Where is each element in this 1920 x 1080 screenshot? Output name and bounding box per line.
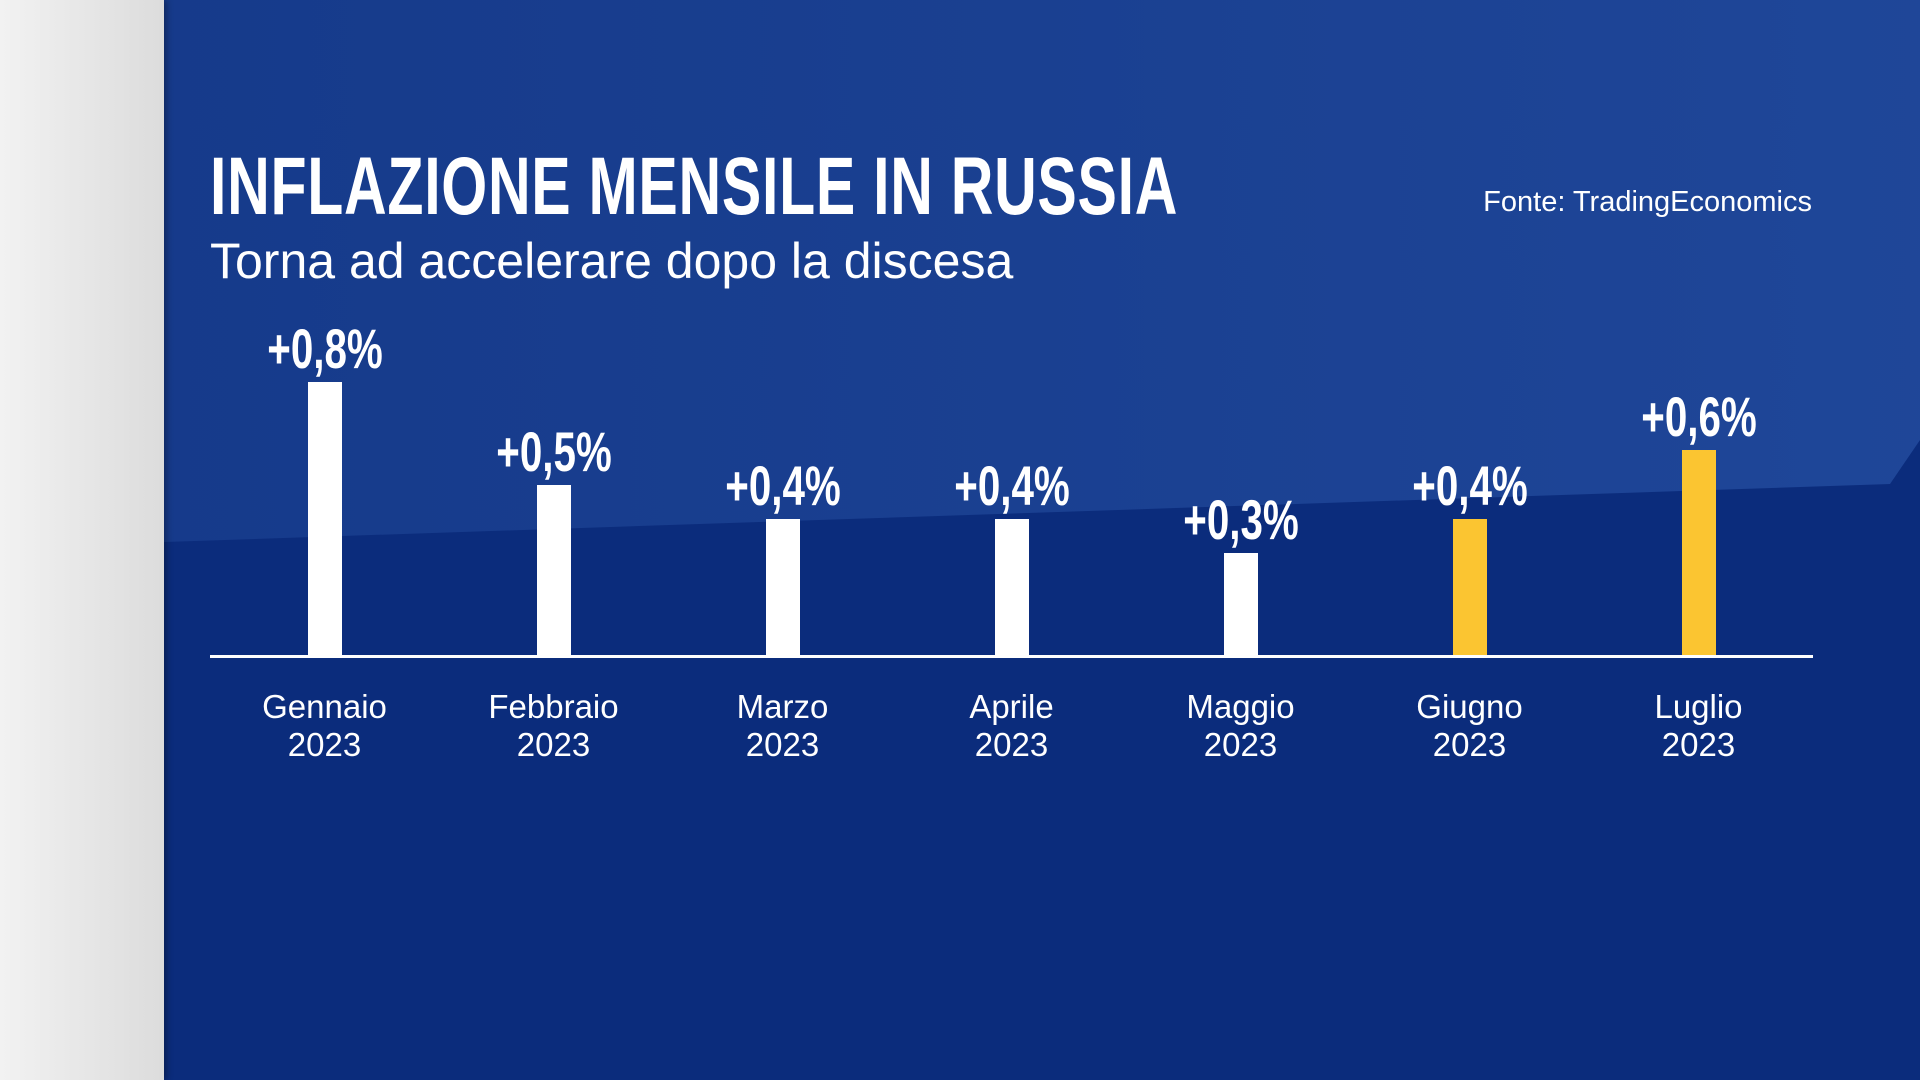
value-label: +0,8% [266,317,383,381]
source: Fonte: TradingEconomics [1483,186,1812,218]
bar [1452,518,1487,655]
bar [765,518,800,655]
x-tick-label: Marzo 2023 [736,688,829,763]
value-label: +0,6% [1640,385,1757,449]
x-tick-label: Giugno 2023 [1416,688,1523,763]
value-label: +0,3% [1182,487,1299,551]
value-label: +0,4% [953,453,1070,517]
chart-subtitle: Torna ad accelerare dopo la discesa [210,233,1014,289]
value-label: +0,4% [1411,453,1528,517]
value-label: +0,5% [495,419,612,483]
x-tick-label: Luglio 2023 [1654,688,1743,763]
baseline [210,655,1813,658]
bar [1681,450,1716,655]
value-label: +0,4% [724,453,841,517]
x-tick-label: Gennaio 2023 [262,688,387,763]
side-panel [0,0,164,1080]
bar [994,518,1029,655]
x-tick-label: Maggio 2023 [1186,688,1295,763]
x-tick-label: Febbraio 2023 [488,688,619,763]
bar [536,484,571,655]
chart-title: INFLAZIONE MENSILE IN RUSSIA [210,141,1179,232]
bar [1223,552,1258,655]
bar [307,382,342,655]
x-tick-label: Aprile 2023 [969,688,1054,763]
